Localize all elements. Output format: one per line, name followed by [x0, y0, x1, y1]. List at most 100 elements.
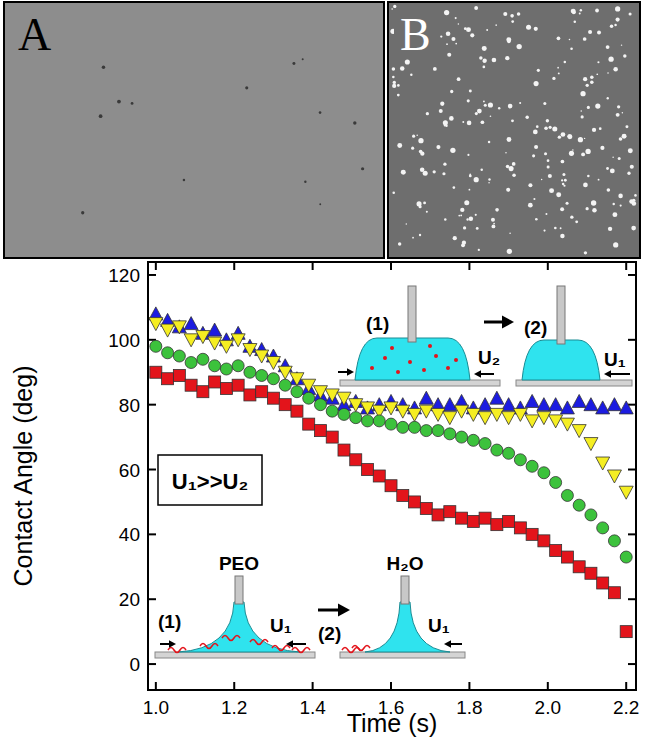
particle	[426, 112, 429, 115]
particle	[631, 226, 636, 231]
triangle-down-marker	[478, 412, 492, 425]
particle	[483, 60, 486, 63]
square-marker	[150, 366, 162, 378]
triangle-up-marker	[596, 401, 610, 414]
particle	[612, 212, 617, 217]
text: (1)	[158, 611, 181, 632]
particle	[507, 137, 512, 142]
x-tick-top	[390, 262, 392, 270]
particle	[567, 134, 572, 139]
particle	[469, 189, 471, 191]
text: U₁	[428, 615, 450, 636]
particle	[455, 43, 457, 45]
y-tick-label: 60	[119, 460, 140, 481]
circle-marker	[267, 373, 279, 385]
particle	[474, 6, 478, 10]
particle	[544, 127, 548, 131]
x-tick-label: 1.0	[143, 697, 169, 718]
y-tick-label: 120	[108, 265, 140, 286]
circle-marker	[573, 499, 585, 511]
y-tick-label: 20	[119, 589, 140, 610]
particle	[505, 56, 509, 60]
y-tick-right	[628, 663, 636, 665]
square-marker	[456, 512, 468, 524]
particle	[481, 120, 485, 124]
image-panel-b	[388, 2, 640, 258]
y-tick-right	[628, 274, 636, 276]
triangle-up-marker	[607, 398, 621, 411]
particle	[616, 18, 620, 22]
text: B	[400, 9, 431, 60]
particle	[600, 146, 604, 150]
speck	[99, 114, 103, 118]
particle	[596, 73, 598, 75]
square-marker	[491, 519, 503, 531]
arrow	[338, 368, 354, 376]
circle-marker	[608, 535, 620, 547]
particle	[493, 223, 495, 225]
particle	[526, 25, 531, 30]
particle	[488, 102, 493, 107]
square-marker	[173, 369, 185, 381]
speck	[353, 121, 356, 124]
polymer-chain	[250, 640, 268, 645]
particle	[462, 121, 464, 123]
x-tick-top	[233, 262, 235, 270]
needle	[401, 576, 409, 604]
particle	[446, 43, 448, 45]
y-tick-right	[628, 533, 636, 535]
triangle-down-marker	[396, 405, 410, 418]
particle	[634, 194, 637, 197]
square-marker	[279, 399, 291, 411]
particle	[440, 102, 444, 106]
particle	[475, 112, 478, 115]
square-marker	[267, 392, 279, 404]
particle	[547, 165, 550, 168]
x-tick	[468, 682, 470, 690]
particle	[484, 104, 487, 107]
particle	[612, 203, 614, 205]
particle	[511, 20, 514, 23]
x-tick	[155, 682, 157, 690]
particle	[622, 112, 623, 113]
particle	[585, 149, 590, 154]
particle	[592, 208, 596, 212]
circle-marker	[291, 386, 303, 398]
circle-marker	[456, 431, 468, 443]
speck	[319, 111, 322, 114]
triangle-down-marker	[361, 402, 375, 415]
circle-marker	[362, 415, 374, 427]
particle	[433, 170, 436, 173]
polymer-dot	[370, 366, 374, 370]
particle	[467, 121, 472, 126]
particle	[506, 165, 510, 169]
particle	[549, 188, 554, 193]
circle-marker	[385, 418, 397, 430]
square-marker	[526, 528, 538, 540]
arrow-shaft	[318, 609, 338, 612]
x-tick-label: 1.8	[456, 697, 482, 718]
polymer-dot	[428, 344, 432, 348]
particle	[466, 218, 468, 220]
circle-marker	[491, 444, 503, 456]
circle-marker	[350, 412, 362, 424]
arrow-head	[604, 370, 611, 378]
particle	[498, 107, 500, 109]
polymer-chain	[352, 646, 370, 651]
arrow-head	[338, 603, 350, 616]
particle	[479, 56, 483, 60]
particle	[467, 154, 469, 156]
square-marker	[197, 386, 209, 398]
particle	[590, 81, 594, 85]
polymer-dot	[434, 354, 438, 358]
particle	[436, 145, 440, 149]
particle	[574, 21, 576, 23]
particle	[474, 177, 479, 182]
triangle-down-marker	[549, 415, 563, 428]
triangle-down-marker	[384, 402, 398, 415]
arrow-head	[286, 640, 293, 648]
substrate	[340, 380, 500, 386]
square-marker	[467, 515, 479, 527]
particle	[608, 227, 612, 231]
particle	[569, 39, 571, 41]
